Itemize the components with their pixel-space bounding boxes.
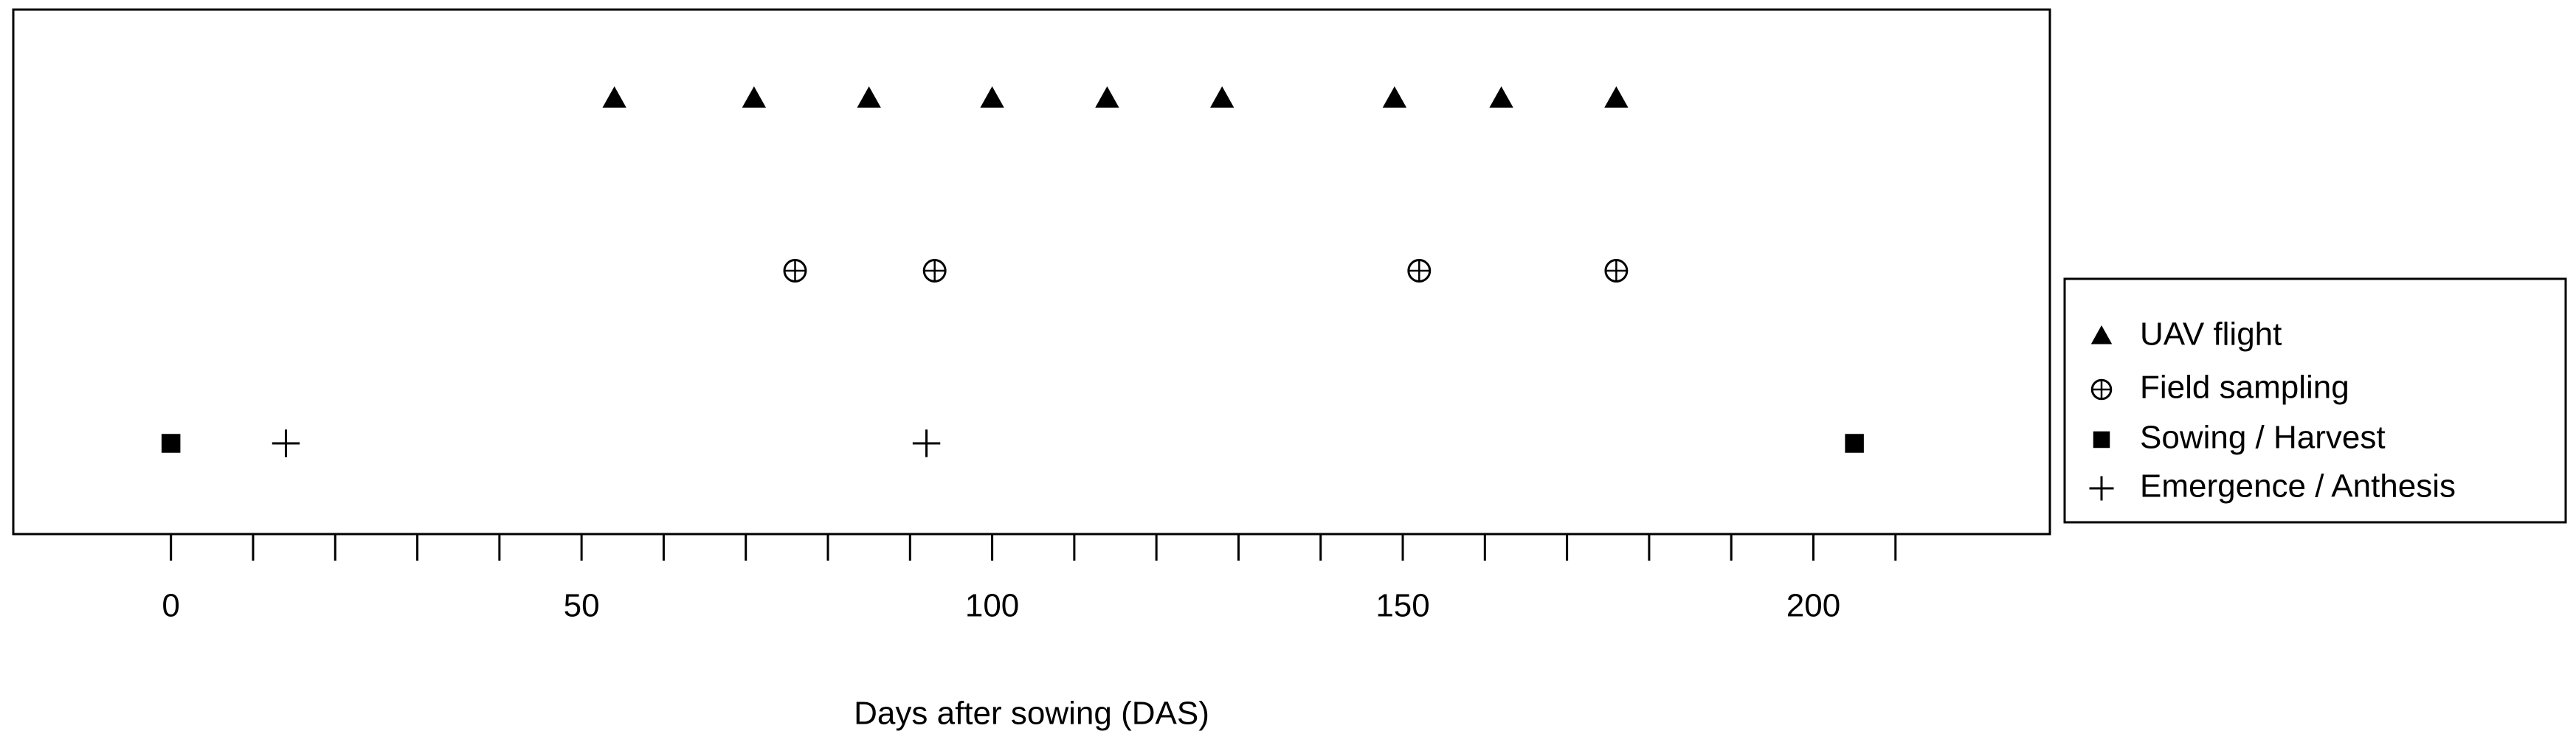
legend-label: UAV flight: [2140, 316, 2282, 353]
square: [2093, 431, 2110, 449]
triangle: [857, 86, 881, 108]
marker: [1845, 434, 1864, 453]
marker: [1604, 259, 1629, 283]
x-tick-label: 150: [1375, 588, 1429, 624]
marker: [742, 86, 766, 108]
x-axis-label: Days after sowing (DAS): [854, 696, 1209, 732]
triangle: [980, 86, 1004, 108]
legend-marker: [2090, 325, 2113, 344]
legend-label: Sowing / Harvest: [2140, 420, 2386, 456]
legend-marker: [2089, 476, 2114, 501]
legend-label: Field sampling: [2140, 370, 2349, 406]
plot-frame: [12, 8, 2051, 536]
x-tick-label: 50: [564, 588, 600, 624]
marker: [980, 86, 1004, 108]
x-tick-label: 200: [1786, 588, 1840, 624]
triangle: [742, 86, 766, 108]
marker: [1604, 86, 1629, 108]
triangle: [1382, 86, 1407, 108]
marker: [922, 259, 947, 283]
triangle: [1489, 86, 1513, 108]
marker: [912, 429, 941, 457]
triangle: [602, 86, 626, 108]
square: [1845, 434, 1864, 453]
triangle: [1210, 86, 1235, 108]
legend-box: [2063, 277, 2567, 524]
legend-marker: [2090, 378, 2113, 401]
legend-label: Emergence / Anthesis: [2140, 468, 2456, 505]
square: [161, 434, 181, 453]
legend-marker: [2093, 431, 2110, 449]
marker: [161, 434, 181, 453]
triangle: [2090, 325, 2113, 344]
x-tick-label: 0: [162, 588, 179, 624]
marker: [1407, 259, 1432, 283]
marker: [1382, 86, 1407, 108]
marker: [1095, 86, 1119, 108]
marker: [783, 259, 807, 283]
marker: [1489, 86, 1513, 108]
marker: [857, 86, 881, 108]
marker: [272, 429, 300, 457]
triangle: [1095, 86, 1119, 108]
x-tick-label: 100: [965, 588, 1019, 624]
triangle: [1604, 86, 1629, 108]
marker: [602, 86, 626, 108]
marker: [1210, 86, 1235, 108]
